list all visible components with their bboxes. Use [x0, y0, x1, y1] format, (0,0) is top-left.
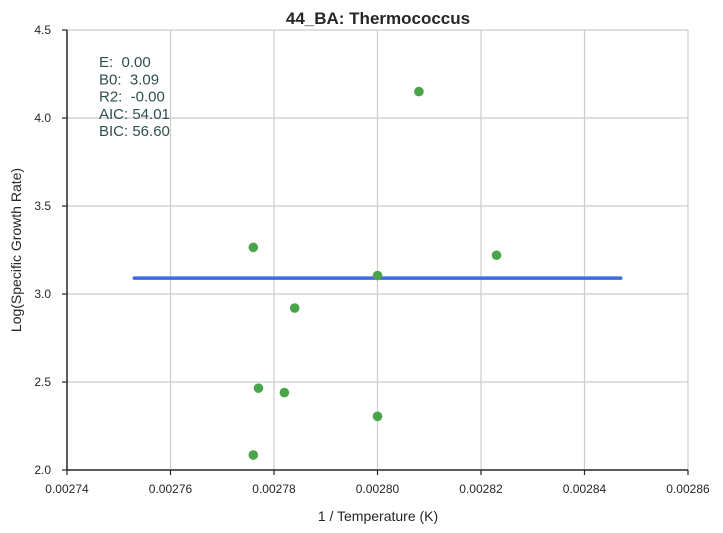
y-tick-label: 4.0	[34, 111, 51, 125]
x-tick-label: 0.00284	[563, 482, 607, 496]
data-point	[372, 270, 383, 281]
data-point	[279, 387, 290, 398]
data-point	[248, 450, 259, 460]
data-point	[414, 86, 424, 97]
chart-title: 44_BA: Thermococcus	[286, 9, 470, 28]
stats-line: AIC: 54.01	[99, 106, 170, 123]
x-tick-label: 0.00282	[459, 482, 503, 496]
y-tick-label: 2.0	[34, 463, 51, 477]
data-point	[248, 242, 259, 253]
x-tick-label: 0.00276	[149, 482, 193, 496]
tick-labels: 0.00274 0.00276 0.00278 0.00280 0.00282 0.002…	[34, 23, 710, 496]
stats-line: BIC: 56.60	[99, 123, 170, 140]
y-tick-label: 4.5	[34, 23, 51, 37]
data-points	[248, 86, 502, 460]
x-tick-label: 0.00274	[45, 482, 89, 496]
x-tick-label: 0.00286	[666, 482, 710, 496]
stats-line: B0: 3.09	[99, 71, 159, 88]
y-tick-label: 3.0	[34, 287, 51, 301]
x-tick-label: 0.00278	[252, 482, 296, 496]
stats-line: E: 0.00	[99, 54, 151, 71]
data-point	[372, 411, 383, 422]
y-axis-label: Log(Specific Growth Rate)	[8, 168, 24, 332]
axes	[62, 29, 689, 475]
data-point	[289, 303, 300, 313]
stats-line: R2: -0.00	[99, 89, 165, 106]
y-tick-label: 2.5	[34, 375, 51, 389]
data-point	[491, 250, 502, 261]
grid	[67, 29, 689, 470]
x-axis-label: 1 / Temperature (K)	[318, 508, 438, 524]
y-tick-label: 3.5	[34, 199, 51, 213]
x-tick-label: 0.00280	[356, 482, 400, 496]
data-point	[253, 383, 264, 393]
